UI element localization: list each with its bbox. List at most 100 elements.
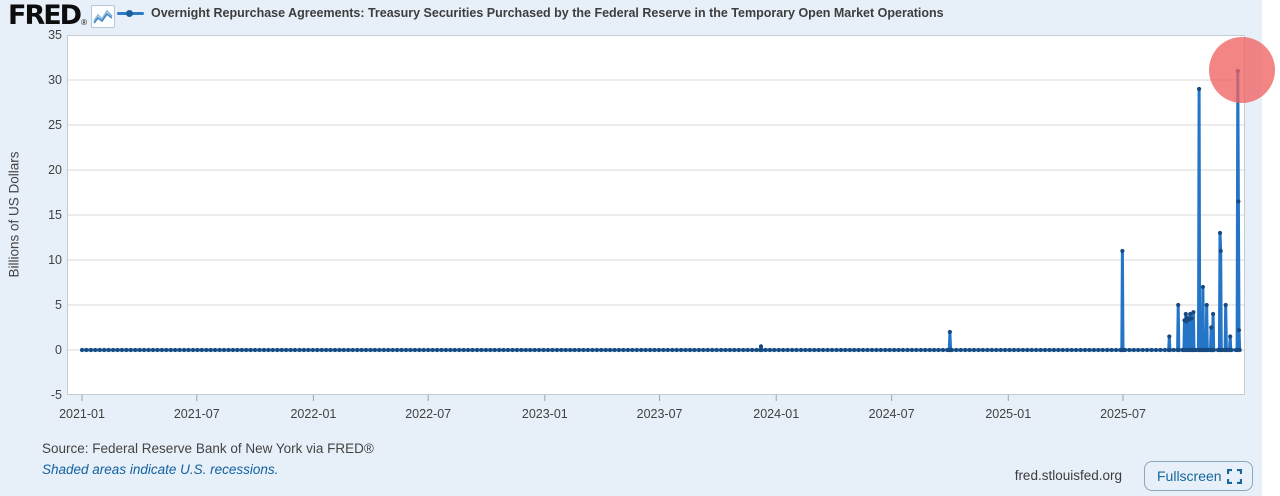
data-point-marker — [554, 347, 559, 353]
data-point-marker — [528, 347, 533, 353]
data-point-marker — [727, 347, 733, 353]
data-point-marker — [825, 347, 830, 353]
data-point-marker — [226, 347, 231, 353]
data-point-marker — [395, 347, 400, 353]
recessions-link[interactable]: Shaded areas indicate U.S. recessions. — [42, 462, 279, 477]
data-point-marker — [1171, 347, 1176, 353]
registered-trademark: ® — [81, 18, 87, 27]
data-point-marker — [1197, 86, 1202, 92]
data-point-marker — [461, 347, 466, 353]
y-tick-label: 30 — [48, 73, 62, 87]
data-point-marker — [994, 347, 999, 353]
data-point-marker — [1236, 328, 1242, 333]
data-point-marker — [834, 347, 839, 353]
x-tick-label: 2023-01 — [521, 407, 568, 421]
data-point-marker — [918, 347, 923, 353]
data-point-marker — [1140, 347, 1145, 353]
data-point-marker — [630, 347, 635, 353]
data-point-marker — [705, 347, 710, 353]
data-point-marker — [656, 347, 662, 353]
data-point-marker — [1082, 347, 1088, 353]
data-point-marker — [292, 347, 298, 353]
data-point-marker — [221, 347, 227, 353]
data-point-marker — [1162, 347, 1167, 353]
data-point-marker — [541, 347, 546, 353]
data-point-marker — [696, 347, 702, 353]
data-point-marker — [514, 347, 519, 353]
data-point-marker — [621, 347, 626, 353]
data-point-marker — [128, 347, 133, 353]
data-point-marker — [998, 347, 1003, 353]
sparkline-icon — [91, 5, 115, 28]
fred-logo[interactable]: FRED ® — [8, 2, 115, 30]
data-point-marker — [324, 347, 329, 353]
data-point-marker — [88, 347, 93, 353]
data-point-marker — [1069, 347, 1074, 353]
data-point-marker — [1176, 347, 1181, 353]
data-point-marker — [266, 347, 271, 353]
data-point-marker — [661, 347, 666, 353]
data-point-marker — [559, 347, 564, 353]
data-point-marker — [355, 347, 360, 353]
data-point-marker — [261, 347, 267, 353]
data-point-marker — [719, 347, 724, 353]
data-point-marker — [971, 347, 977, 353]
data-point-marker — [315, 347, 320, 353]
data-point-marker — [670, 347, 675, 353]
data-point-marker — [466, 347, 471, 353]
y-tick-label: -5 — [50, 388, 62, 402]
data-point-marker — [1056, 347, 1061, 353]
data-point-marker — [572, 347, 577, 353]
y-tick-label: 10 — [48, 253, 62, 267]
data-point-marker — [821, 347, 826, 353]
data-point-marker — [900, 347, 906, 353]
data-point-marker — [230, 347, 235, 353]
data-point-marker — [93, 347, 98, 353]
data-point-marker — [275, 347, 280, 353]
data-point-marker — [1060, 347, 1065, 353]
data-point-marker — [137, 347, 142, 353]
plot-area[interactable] — [67, 35, 1245, 403]
data-point-marker — [763, 347, 768, 353]
highlight-circle-annotation — [1209, 37, 1275, 103]
fullscreen-button[interactable]: Fullscreen — [1144, 461, 1253, 491]
data-point-marker — [1189, 316, 1194, 321]
data-point-marker — [816, 347, 821, 353]
x-tick-label: 2021-07 — [173, 407, 220, 421]
data-point-marker — [687, 347, 693, 353]
data-point-marker — [1025, 347, 1030, 353]
data-point-marker — [430, 347, 435, 353]
data-point-marker — [505, 347, 511, 353]
data-point-marker — [297, 347, 302, 353]
data-point-marker — [1003, 347, 1008, 353]
x-tick-label: 2024-01 — [753, 407, 800, 421]
data-point-marker — [257, 347, 262, 353]
data-point-marker — [665, 347, 670, 353]
data-point-marker — [892, 347, 897, 353]
data-point-marker — [958, 347, 963, 353]
y-tick-label: 0 — [55, 343, 62, 357]
data-point-marker — [643, 347, 648, 353]
data-point-marker — [856, 347, 861, 353]
data-point-marker — [363, 347, 369, 353]
site-link[interactable]: fred.stlouisfed.org — [1014, 468, 1122, 483]
data-point-marker — [332, 347, 338, 353]
data-point-marker — [1038, 347, 1043, 353]
data-point-marker — [457, 347, 462, 353]
data-point-marker — [102, 347, 107, 353]
data-point-marker — [190, 347, 196, 353]
data-point-marker — [923, 347, 928, 353]
legend-dot — [126, 10, 133, 17]
data-point-marker — [443, 347, 448, 353]
data-point-marker — [1065, 347, 1070, 353]
data-point-marker — [1047, 347, 1052, 353]
data-point-marker — [488, 347, 493, 353]
plot-border — [67, 35, 1245, 395]
data-point-marker — [474, 347, 480, 353]
data-point-marker — [1229, 347, 1234, 353]
data-point-marker — [337, 347, 342, 353]
data-point-marker — [750, 347, 755, 353]
data-point-marker — [164, 347, 169, 353]
data-point-marker — [168, 347, 173, 353]
chart-canvas[interactable] — [67, 35, 1245, 403]
